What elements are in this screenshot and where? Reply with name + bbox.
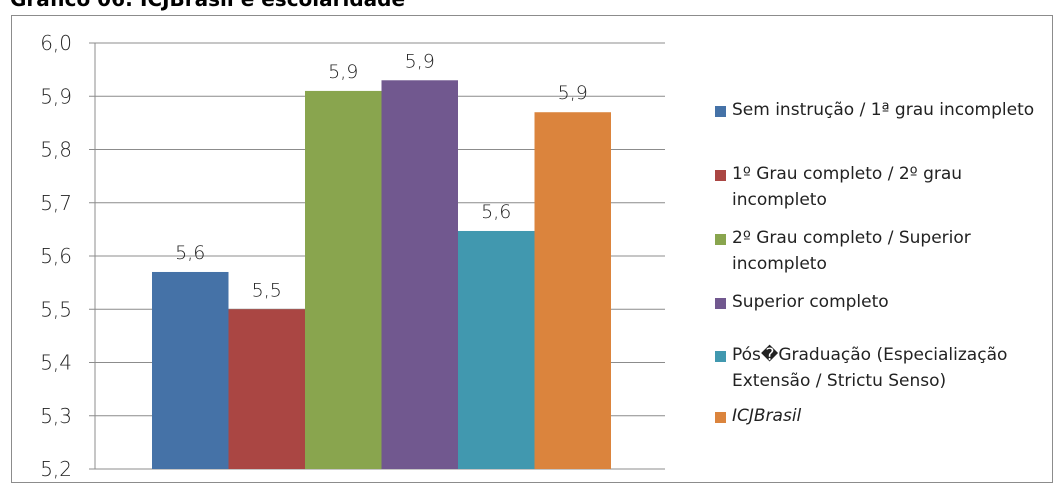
y-tick-label: 5,4	[40, 351, 72, 375]
y-tick-label: 5,3	[40, 404, 72, 428]
legend-swatch	[715, 351, 726, 362]
bar	[534, 112, 611, 469]
data-label: 5,5	[252, 279, 282, 301]
legend-label: Sem instrução / 1ª grau incompleto	[732, 100, 1035, 120]
data-label: 5,6	[481, 201, 511, 223]
legend-swatch	[715, 234, 726, 245]
y-tick-label: 5,7	[40, 191, 72, 215]
legend-label: ICJBrasil	[732, 406, 802, 426]
legend-label: Pós�Graduação (Especialização Extensão /…	[732, 345, 1008, 391]
bar	[228, 309, 305, 469]
page-title: Gráfico 06: ICJBrasil e escolaridade	[10, 0, 405, 11]
y-tick-label: 5,9	[40, 84, 72, 108]
bar	[381, 80, 458, 470]
data-label: 5,6	[175, 242, 205, 264]
chart-frame	[11, 15, 1053, 483]
data-label: 5,9	[328, 61, 358, 83]
legend-swatch	[715, 298, 726, 309]
bar	[458, 230, 535, 469]
y-tick-label: 6,0	[40, 31, 72, 55]
legend-swatch	[715, 170, 726, 181]
legend-swatch	[715, 412, 726, 423]
data-label: 5,9	[558, 82, 588, 104]
bar	[305, 90, 382, 470]
data-label: 5,9	[405, 50, 435, 72]
y-tick-label: 5,5	[40, 297, 72, 321]
legend-label: 2º Grau completo / Superior incompleto	[732, 228, 971, 274]
legend-label: Superior completo	[732, 292, 889, 312]
y-tick-label: 5,6	[40, 244, 72, 268]
y-tick-label: 5,2	[40, 457, 72, 481]
y-tick-label: 5,8	[40, 138, 72, 162]
legend-swatch	[715, 106, 726, 117]
bar	[152, 271, 229, 469]
legend-label: 1º Grau completo / 2º grau incompleto	[732, 164, 963, 210]
